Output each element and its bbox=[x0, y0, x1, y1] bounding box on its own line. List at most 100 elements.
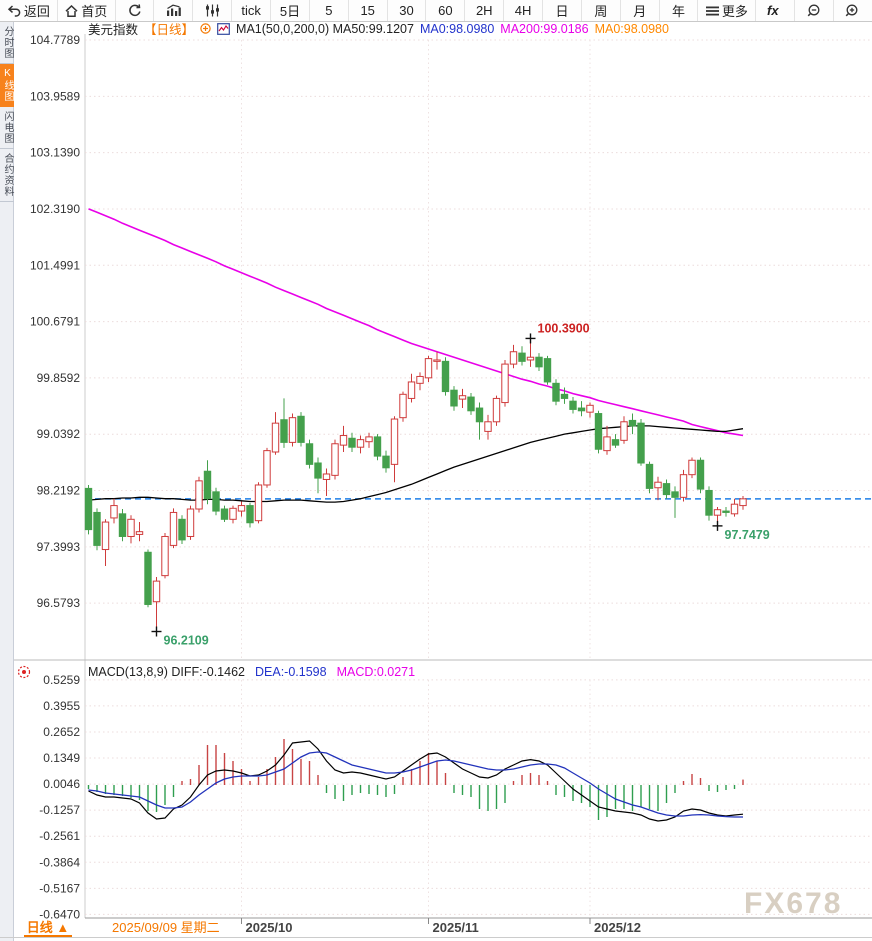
candle-body bbox=[356, 439, 365, 448]
candle-body bbox=[484, 421, 492, 432]
home-icon bbox=[65, 4, 78, 17]
sidebar-tab-contract-info[interactable]: 合约资料 bbox=[0, 149, 14, 202]
price-axis-label: 97.3993 bbox=[37, 540, 81, 554]
candle-body bbox=[645, 463, 654, 489]
toolbar-button-interval-2h[interactable]: 2H bbox=[465, 0, 505, 21]
candle-body bbox=[118, 513, 127, 537]
toolbar-button-more[interactable]: 更多 bbox=[698, 0, 757, 21]
indicator-settings-dot bbox=[22, 670, 26, 674]
candle-body bbox=[450, 389, 458, 407]
toolbar-button-refresh[interactable] bbox=[116, 0, 155, 21]
price-annotation: 100.3900 bbox=[538, 321, 590, 335]
symbol-header-segment: MA0:98.0980 bbox=[594, 21, 669, 36]
candle-body bbox=[611, 439, 620, 446]
candle-body bbox=[713, 509, 722, 516]
candle-body bbox=[314, 462, 322, 479]
sliders-icon bbox=[205, 4, 220, 17]
macd-header-segment: DEA:-0.1598 bbox=[255, 665, 327, 679]
price-annotation: 96.2109 bbox=[164, 634, 209, 648]
candle-body bbox=[135, 531, 144, 535]
toolbar-button-label: tick bbox=[241, 3, 261, 18]
candle-body bbox=[577, 407, 586, 412]
toolbar-button-interval-30m[interactable]: 30 bbox=[388, 0, 427, 21]
price-axis-label: 103.1390 bbox=[30, 146, 80, 160]
candle-body bbox=[382, 455, 390, 469]
top-toolbar: 返回 首页 tick 5日 5 15 30 60 2H 4H 日 周 月 年 更多 fx bbox=[0, 0, 872, 22]
candle-body bbox=[331, 443, 339, 476]
sidebar-tab-lightning[interactable]: 闪电图 bbox=[0, 107, 14, 149]
candle-body bbox=[628, 419, 637, 427]
toolbar-button-interval-day[interactable]: 日 bbox=[543, 0, 582, 21]
macd-axis-label: 0.3955 bbox=[43, 699, 80, 713]
candle-body bbox=[305, 443, 314, 465]
toolbar-button-chart-style-bar[interactable] bbox=[154, 0, 194, 21]
candle-body bbox=[475, 407, 484, 423]
toolbar-button-interval-week[interactable]: 周 bbox=[582, 0, 621, 21]
indicator-settings-icon[interactable] bbox=[17, 665, 31, 679]
macd-dea-line bbox=[88, 751, 743, 818]
toolbar-button-zoom-in[interactable] bbox=[834, 0, 872, 21]
price-annotation: 97.7479 bbox=[725, 528, 770, 542]
macd-header-segment: MACD(13,8,9) DIFF:-0.1462 bbox=[88, 665, 245, 679]
candle-body bbox=[594, 413, 603, 450]
candle-body bbox=[161, 535, 169, 577]
toolbar-button-chart-style-candle[interactable] bbox=[193, 0, 233, 21]
month-label: 2025/11 bbox=[433, 920, 479, 935]
macd-diff-line bbox=[88, 740, 744, 822]
candle-body bbox=[688, 459, 696, 476]
price-axis-label: 100.6791 bbox=[30, 315, 80, 329]
candle-body bbox=[101, 521, 110, 551]
toolbar-button-interval-5m[interactable]: 5 bbox=[310, 0, 349, 21]
symbol-header-segment: 美元指数 bbox=[88, 23, 139, 37]
candle-body bbox=[654, 481, 662, 489]
symbol-header: 美元指数 【日线】 MA1(50,0,200,0) MA50:99.1207 MA0:… bbox=[88, 21, 669, 38]
candle-body bbox=[509, 351, 518, 365]
candle-body bbox=[543, 358, 552, 383]
toolbar-button-back[interactable]: 返回 bbox=[0, 0, 58, 21]
price-axis-label: 104.7789 bbox=[30, 33, 80, 47]
mini-chart-icon bbox=[217, 22, 230, 35]
toolbar-button-label: 4H bbox=[514, 3, 532, 18]
macd-axis-label: -0.3864 bbox=[39, 855, 80, 869]
ma50-line bbox=[88, 425, 744, 503]
toolbar-button-zoom-out[interactable] bbox=[795, 0, 834, 21]
symbol-header-segment: MA1(50,0,200,0) MA50:99.1207 bbox=[236, 21, 414, 36]
candle-body bbox=[705, 489, 713, 516]
candle-body bbox=[407, 381, 416, 399]
macd-header: MACD(13,8,9) DIFF:-0.1462 DEA:-0.1598 MACD… bbox=[88, 665, 415, 679]
toolbar-button-home[interactable]: 首页 bbox=[58, 0, 116, 21]
toolbar-button-interval-month[interactable]: 月 bbox=[621, 0, 660, 21]
toolbar-button-interval-4h[interactable]: 4H bbox=[504, 0, 544, 21]
sidebar-tab-time-share[interactable]: 分时图 bbox=[0, 22, 14, 64]
sidebar-tab-kline[interactable]: K线图 bbox=[0, 64, 14, 107]
toolbar-button-label: 年 bbox=[672, 4, 686, 19]
month-label: 2025/10 bbox=[246, 920, 293, 935]
toolbar-button-label: 15 bbox=[360, 3, 375, 18]
toolbar-button-interval-tick[interactable]: tick bbox=[232, 0, 272, 21]
macd-axis-label: -0.5167 bbox=[39, 881, 80, 895]
candle-body bbox=[322, 473, 331, 480]
symbol-header-segment: MA200:99.0186 bbox=[500, 21, 589, 36]
toolbar-button-label: 更多 bbox=[721, 4, 748, 19]
candle-body bbox=[569, 400, 577, 410]
plus-circle-icon[interactable] bbox=[200, 23, 211, 34]
candle-body bbox=[492, 397, 501, 423]
first-date-label: 2025/09/09 星期二 bbox=[112, 920, 220, 935]
toolbar-button-interval-year[interactable]: 年 bbox=[660, 0, 699, 21]
toolbar-button-indicators-fx[interactable]: fx bbox=[756, 0, 796, 21]
toolbar-button-interval-15m[interactable]: 15 bbox=[349, 0, 388, 21]
toolbar-button-interval-5d[interactable]: 5日 bbox=[271, 0, 310, 21]
candle-body bbox=[152, 580, 161, 603]
symbol-header-segment: 【日线】 bbox=[144, 23, 195, 37]
candle-body bbox=[254, 484, 263, 522]
period-tab-daily[interactable]: 日线 ▲ bbox=[24, 920, 72, 937]
candle-body bbox=[271, 422, 280, 453]
candle-body bbox=[722, 510, 730, 513]
toolbar-button-interval-60m[interactable]: 60 bbox=[426, 0, 466, 21]
chart-type-sidebar: 分时图 K线图 闪电图 合约资料 bbox=[0, 22, 14, 941]
toolbar-button-label: 5日 bbox=[279, 4, 301, 19]
toolbar-button-label: 2H bbox=[475, 3, 493, 18]
candle-body bbox=[739, 498, 747, 507]
